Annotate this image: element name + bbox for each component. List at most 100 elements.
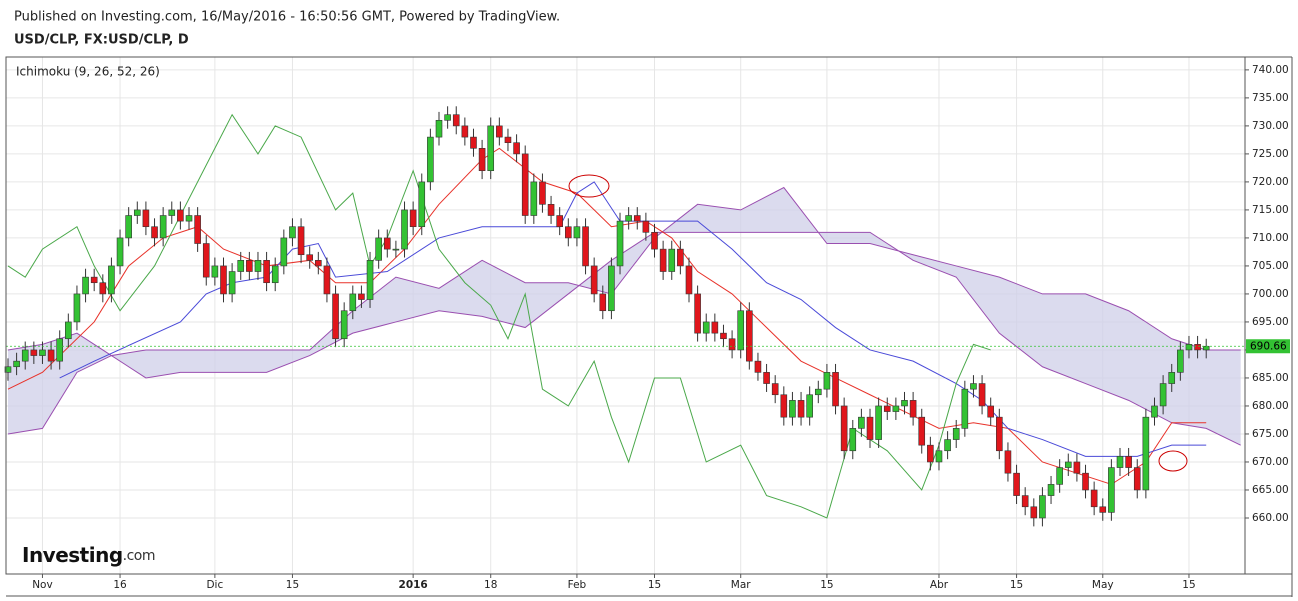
candle-body bbox=[211, 265, 219, 278]
candle-body bbox=[1099, 506, 1107, 513]
candle-body bbox=[1168, 372, 1176, 384]
candle-body bbox=[961, 388, 969, 429]
x-tick-label: Dic bbox=[206, 579, 223, 591]
y-tick-label: 680.00 bbox=[1252, 400, 1289, 412]
candle-body bbox=[1116, 456, 1124, 468]
candle-body bbox=[1039, 495, 1046, 519]
candle-body bbox=[582, 226, 589, 267]
candle-body bbox=[539, 181, 546, 205]
published-note: Published on Investing.com, 16/May/2016 … bbox=[14, 10, 560, 25]
candle-body bbox=[504, 136, 512, 143]
candle-body bbox=[728, 338, 736, 351]
candle-body bbox=[513, 142, 520, 155]
candle-body bbox=[1064, 461, 1072, 468]
candle-body bbox=[978, 383, 986, 407]
x-tick-label: 16 bbox=[113, 579, 127, 591]
candle-body bbox=[858, 416, 865, 429]
candle-body bbox=[315, 260, 322, 267]
candle-body bbox=[677, 248, 684, 267]
candle-body bbox=[168, 209, 176, 216]
candle-body bbox=[461, 125, 469, 138]
candle-body bbox=[746, 310, 753, 362]
y-tick-label: 660.00 bbox=[1252, 512, 1289, 524]
candle-body bbox=[608, 265, 615, 312]
x-tick-label: 15 bbox=[1010, 579, 1023, 591]
candle-body bbox=[935, 450, 943, 463]
candle-body bbox=[159, 215, 167, 239]
candle-body bbox=[616, 220, 624, 267]
candle-body bbox=[90, 276, 98, 284]
candle-body bbox=[1133, 467, 1141, 491]
candle-body bbox=[1013, 472, 1020, 496]
candle-body bbox=[849, 428, 857, 452]
candle-body bbox=[263, 260, 270, 284]
candle-body bbox=[565, 226, 572, 239]
candle-body bbox=[832, 372, 839, 407]
last-price-box bbox=[1246, 339, 1290, 354]
candle-body bbox=[349, 293, 357, 312]
candle-body bbox=[1090, 489, 1098, 508]
candle-body bbox=[435, 119, 443, 138]
candle-body bbox=[642, 220, 650, 233]
candle-body bbox=[392, 248, 400, 251]
candle-body bbox=[814, 388, 822, 396]
candle-body bbox=[573, 226, 581, 239]
candle-body bbox=[99, 282, 107, 295]
candle-body bbox=[228, 271, 236, 295]
y-tick-label: 715.00 bbox=[1252, 204, 1289, 216]
candle-body bbox=[1047, 484, 1055, 496]
y-tick-label: 740.00 bbox=[1252, 64, 1289, 76]
candle-body bbox=[1004, 450, 1012, 474]
y-tick-label: 695.00 bbox=[1252, 316, 1289, 328]
candle-body bbox=[65, 321, 72, 340]
y-tick-label: 670.00 bbox=[1252, 456, 1289, 468]
candle-body bbox=[1142, 416, 1150, 491]
candle-body bbox=[901, 400, 908, 407]
candle-body bbox=[185, 215, 193, 222]
x-tick-label: May bbox=[1092, 579, 1114, 591]
candle-body bbox=[383, 237, 391, 250]
candle-body bbox=[133, 209, 141, 216]
logo: Investing.com bbox=[22, 543, 155, 567]
candle-body bbox=[970, 383, 977, 390]
candle-body bbox=[220, 265, 227, 295]
candle-body bbox=[599, 293, 607, 312]
y-tick-label: 685.00 bbox=[1252, 372, 1289, 384]
x-tick-label: 15 bbox=[648, 579, 661, 591]
x-tick-label: 15 bbox=[1182, 579, 1195, 591]
cloud-fill bbox=[7, 187, 1241, 446]
symbol-title: USD/CLP, FX:USD/CLP, D bbox=[14, 33, 189, 48]
candle-body bbox=[556, 215, 563, 228]
candle-body bbox=[1194, 344, 1201, 351]
y-tick-label: 700.00 bbox=[1252, 288, 1289, 300]
candle-body bbox=[1185, 344, 1193, 351]
candle-body bbox=[280, 237, 288, 267]
candle-body bbox=[366, 260, 374, 300]
candle-body bbox=[1125, 456, 1132, 468]
candle-body bbox=[547, 204, 555, 216]
candle-body bbox=[927, 444, 934, 463]
candle-body bbox=[1151, 405, 1158, 418]
x-tick-label: Nov bbox=[32, 579, 53, 591]
candle-body bbox=[737, 310, 745, 351]
candle-body bbox=[478, 148, 486, 172]
annotation-circle bbox=[568, 174, 610, 198]
candle-body bbox=[306, 254, 313, 261]
candle-body bbox=[806, 394, 813, 418]
candle-body bbox=[332, 293, 339, 340]
x-tick-label: Mar bbox=[731, 579, 751, 591]
candle-body bbox=[1177, 349, 1184, 373]
candle-body bbox=[444, 114, 451, 121]
candle-body bbox=[108, 265, 115, 295]
candle-body bbox=[797, 400, 805, 418]
x-tick-label: 18 bbox=[484, 579, 497, 591]
candle-body bbox=[685, 265, 693, 295]
candle-body bbox=[358, 293, 365, 300]
candle-body bbox=[297, 226, 305, 256]
candle-body bbox=[30, 349, 38, 356]
candle-body bbox=[1159, 383, 1167, 407]
y-tick-label: 735.00 bbox=[1252, 92, 1289, 104]
candle-body bbox=[944, 439, 951, 452]
candle-body bbox=[702, 321, 710, 334]
candle-body bbox=[694, 293, 701, 334]
